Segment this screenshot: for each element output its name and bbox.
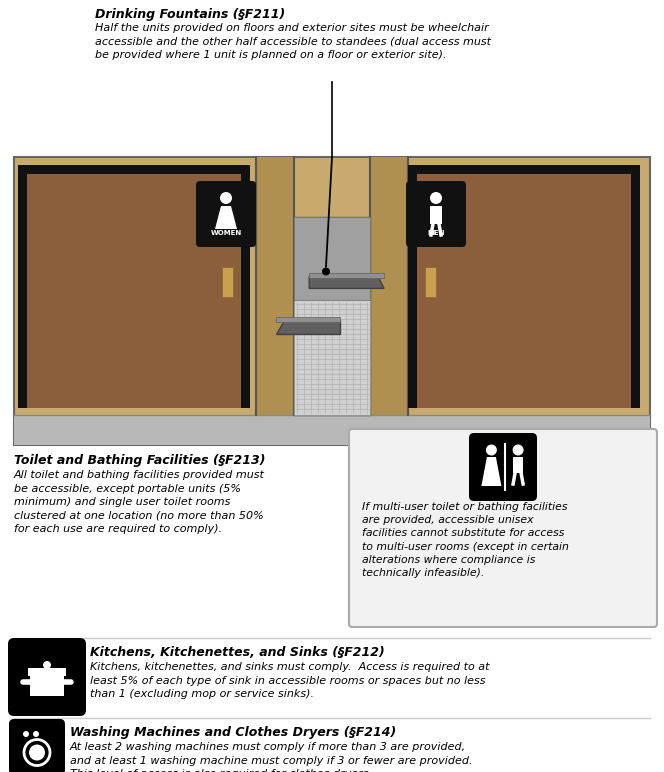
Bar	[294, 300, 370, 415]
Text: Drinking Fountains (§F211): Drinking Fountains (§F211)	[95, 8, 286, 21]
FancyBboxPatch shape	[196, 181, 256, 247]
Bar	[370, 157, 408, 415]
Text: Kitchens, Kitchenettes, and Sinks (§F212): Kitchens, Kitchenettes, and Sinks (§F212…	[90, 646, 384, 659]
Circle shape	[220, 192, 232, 204]
Polygon shape	[215, 206, 237, 229]
Text: Washing Machines and Clothes Dryers (§F214): Washing Machines and Clothes Dryers (§F2…	[70, 726, 396, 739]
Text: Toilet and Bathing Facilities (§F213): Toilet and Bathing Facilities (§F213)	[14, 454, 266, 467]
Bar	[18, 165, 250, 408]
Bar	[256, 157, 294, 415]
Bar	[28, 668, 66, 676]
Polygon shape	[276, 320, 339, 334]
FancyBboxPatch shape	[9, 719, 65, 772]
Circle shape	[24, 740, 50, 766]
Polygon shape	[481, 457, 501, 486]
Circle shape	[33, 731, 39, 737]
Bar	[30, 674, 64, 696]
Text: WOMEN: WOMEN	[210, 230, 242, 236]
Circle shape	[430, 192, 442, 204]
FancyBboxPatch shape	[349, 429, 657, 627]
Circle shape	[513, 445, 524, 455]
Bar	[513, 457, 523, 473]
Bar	[294, 217, 370, 415]
Bar	[309, 273, 384, 279]
Circle shape	[29, 744, 45, 760]
Bar	[14, 415, 650, 445]
Polygon shape	[309, 276, 384, 289]
Bar	[430, 206, 442, 224]
Bar	[276, 317, 339, 322]
Circle shape	[486, 445, 497, 455]
Circle shape	[43, 661, 51, 669]
Text: MEN: MEN	[427, 230, 445, 236]
Text: If multi-user toilet or bathing facilities
are provided, accessible unisex
facil: If multi-user toilet or bathing faciliti…	[362, 502, 569, 578]
Circle shape	[322, 268, 330, 276]
Bar	[408, 165, 640, 408]
Text: Half the units provided on floors and exterior sites must be wheelchair
accessib: Half the units provided on floors and ex…	[95, 23, 491, 60]
Bar	[417, 174, 631, 408]
FancyBboxPatch shape	[406, 181, 466, 247]
FancyBboxPatch shape	[8, 638, 86, 716]
Text: At least 2 washing machines must comply if more than 3 are provided,
and at leas: At least 2 washing machines must comply …	[70, 742, 473, 772]
Bar	[425, 267, 436, 297]
Bar	[294, 217, 370, 300]
Bar	[27, 174, 241, 408]
Bar	[222, 267, 233, 297]
Circle shape	[23, 731, 29, 737]
Text: All toilet and bathing facilities provided must
be accessible, except portable u: All toilet and bathing facilities provid…	[14, 470, 265, 534]
Bar	[14, 157, 650, 445]
Text: Kitchens, kitchenettes, and sinks must comply.  Access is required to at
least 5: Kitchens, kitchenettes, and sinks must c…	[90, 662, 489, 699]
FancyBboxPatch shape	[469, 433, 537, 501]
